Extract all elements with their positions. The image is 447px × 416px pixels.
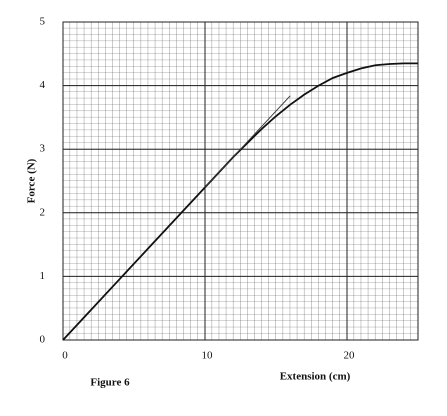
y-tick-label: 3 [40, 143, 46, 155]
curve [204, 95, 291, 188]
y-tick-label: 2 [40, 206, 46, 218]
x-tick-label: 20 [344, 350, 356, 362]
y-tick-label: 4 [40, 79, 46, 91]
x-axis-title: Extension (cm) [280, 371, 351, 383]
x-tick-label: 10 [202, 350, 214, 362]
y-tick-label: 0 [40, 334, 46, 346]
graph-paper [62, 21, 419, 341]
y-tick-label: 5 [40, 16, 46, 28]
x-tick-label: 0 [62, 350, 68, 362]
y-axis-title: Force (N) [26, 158, 38, 203]
caption: Figure 6 [90, 377, 130, 389]
curve [62, 62, 418, 341]
y-tick-label: 1 [40, 270, 46, 282]
